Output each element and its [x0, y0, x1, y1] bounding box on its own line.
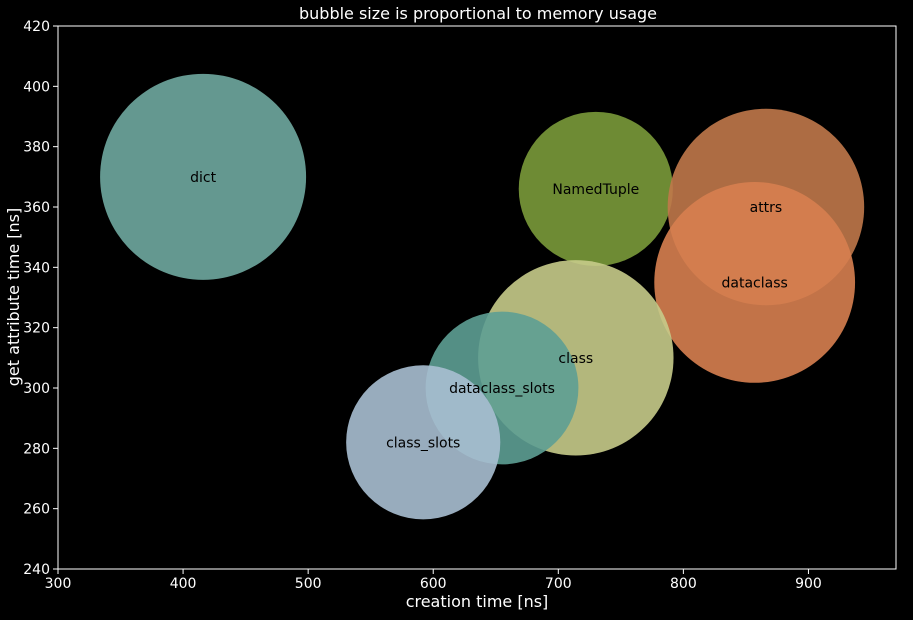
x-tick-label: 600 — [420, 576, 447, 592]
x-tick-label: 700 — [545, 576, 572, 592]
y-axis-ticks: 240 260 280 300 320 340 360 380 400 420 — [23, 19, 58, 578]
bubble-label-class-slots: class_slots — [386, 435, 460, 451]
y-tick-label: 320 — [23, 321, 50, 337]
bubble-class-slots — [346, 365, 501, 520]
bubble-label-dict: dict — [190, 170, 216, 186]
bubble-label-dataclass: dataclass — [722, 275, 788, 291]
plot-frame — [57, 25, 897, 570]
y-tick-label: 380 — [23, 140, 50, 156]
bubble-dataclass — [654, 182, 856, 383]
x-tick-label: 400 — [170, 576, 197, 592]
x-axis-label: creation time [ns] — [406, 592, 549, 611]
x-tick-label: 300 — [45, 576, 72, 592]
y-tick-label: 360 — [23, 200, 50, 216]
bubbles-layer — [100, 73, 865, 520]
y-tick-label: 420 — [23, 19, 50, 35]
bubble-dict — [100, 73, 307, 280]
y-tick-label: 400 — [23, 79, 50, 95]
bubble-label-attrs: attrs — [750, 200, 783, 216]
y-tick-label: 240 — [23, 562, 50, 578]
x-axis-ticks: 300 400 500 600 700 800 900 — [45, 569, 822, 592]
x-tick-label: 500 — [295, 576, 322, 592]
y-tick-label: 260 — [23, 502, 50, 518]
bubble-namedtuple — [518, 111, 673, 266]
x-tick-label: 800 — [670, 576, 697, 592]
bubble-label-class: class — [558, 351, 593, 367]
bubble-label-dataclass-slots: dataclass_slots — [449, 381, 555, 397]
chart-title: bubble size is proportional to memory us… — [299, 4, 657, 23]
bubble-label-namedtuple: NamedTuple — [552, 182, 639, 198]
y-tick-label: 340 — [23, 260, 50, 276]
y-tick-label: 300 — [23, 381, 50, 397]
y-axis-label: get attribute time [ns] — [4, 208, 23, 386]
y-tick-label: 280 — [23, 441, 50, 457]
x-tick-label: 900 — [795, 576, 822, 592]
bubble-labels-layer: dict NamedTuple attrs dataclass classdatacla… — [190, 170, 788, 451]
